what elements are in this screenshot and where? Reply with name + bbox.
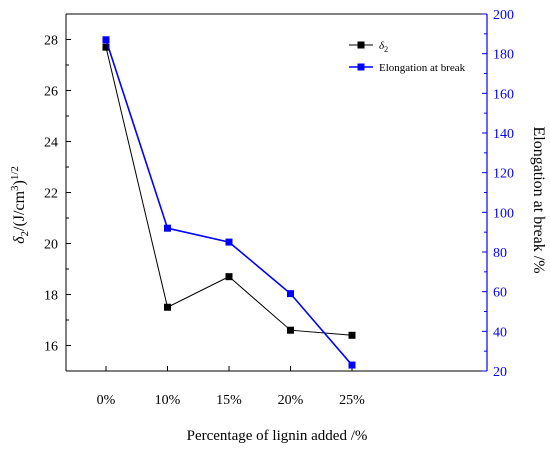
right-axis-tick-label: 80 — [493, 246, 507, 261]
x-axis-tick-label: 20% — [278, 393, 304, 408]
left-axis-tick-label: 28 — [44, 34, 58, 49]
x-axis-tick-label: 25% — [339, 393, 365, 408]
data-point — [102, 43, 110, 51]
left-axis-title-close: ) — [11, 180, 28, 185]
series-1 — [102, 43, 356, 339]
data-point — [348, 361, 356, 369]
left-axis-tick-label: 18 — [44, 289, 58, 304]
legend-marker — [357, 41, 365, 49]
legend-label: δ2 — [379, 40, 388, 54]
legend-label-symbol: δ — [379, 40, 385, 52]
x-axis-tick-label: 10% — [155, 393, 181, 408]
legend-item: δ2 — [349, 40, 388, 54]
left-axis-title-subscript: 2 — [19, 231, 31, 237]
right-axis-tick-label: 160 — [493, 87, 514, 102]
right-axis-tick-label: 120 — [493, 167, 514, 182]
left-y-axis: 16 18 20 22 24 26 28 — [44, 13, 71, 372]
right-axis-tick-label: 20 — [493, 365, 507, 380]
x-axis-tick-label: 0% — [97, 393, 116, 408]
right-axis-tick-label: 40 — [493, 325, 507, 340]
legend-label-subscript: 2 — [384, 45, 388, 54]
left-axis-tick-label: 22 — [44, 187, 58, 202]
right-axis-tick-label: 100 — [493, 206, 514, 221]
left-axis-tick-label: 20 — [44, 238, 58, 253]
legend-item: Elongation at break — [349, 62, 466, 74]
legend: δ2 Elongation at break — [349, 40, 466, 74]
left-axis-tick-label: 24 — [44, 136, 58, 151]
left-axis-tick-label: 16 — [44, 340, 58, 355]
legend-marker — [357, 63, 365, 71]
data-point — [225, 238, 233, 246]
series-line — [105, 47, 353, 336]
data-point — [287, 290, 294, 298]
right-y-axis-title: Elongation at break /% — [530, 126, 547, 273]
left-axis-title-symbol: δ — [11, 236, 28, 244]
x-axis-tick-label: 15% — [216, 393, 242, 408]
series-layer — [102, 36, 356, 369]
x-axis-title: Percentage of lignin added /% — [187, 428, 368, 444]
left-axis-title-exponent: 1/2 — [9, 166, 21, 180]
x-axis: 0% 10% 15% 20% 25% — [97, 366, 365, 408]
right-y-axis: 20 40 60 80 100 120 140 160 180 200 — [482, 8, 514, 380]
right-axis-tick-label: 60 — [493, 286, 507, 301]
left-y-axis-title: δ2/(J/cm3)1/2 — [9, 166, 31, 244]
left-axis-tick-label: 26 — [44, 85, 58, 100]
legend-label: Elongation at break — [379, 62, 466, 74]
right-axis-tick-label: 140 — [493, 127, 514, 142]
plot-frame — [66, 13, 487, 372]
data-point — [287, 326, 294, 334]
data-point — [102, 36, 110, 44]
data-point — [164, 224, 171, 232]
left-axis-title-superscript: 3 — [9, 185, 21, 191]
data-point — [225, 273, 233, 281]
data-point — [348, 331, 356, 339]
data-point — [164, 303, 171, 311]
right-axis-tick-label: 200 — [493, 8, 514, 23]
series-2 — [102, 36, 356, 369]
left-axis-title-unit: /(J/cm — [11, 190, 28, 231]
right-axis-tick-label: 180 — [493, 48, 514, 63]
